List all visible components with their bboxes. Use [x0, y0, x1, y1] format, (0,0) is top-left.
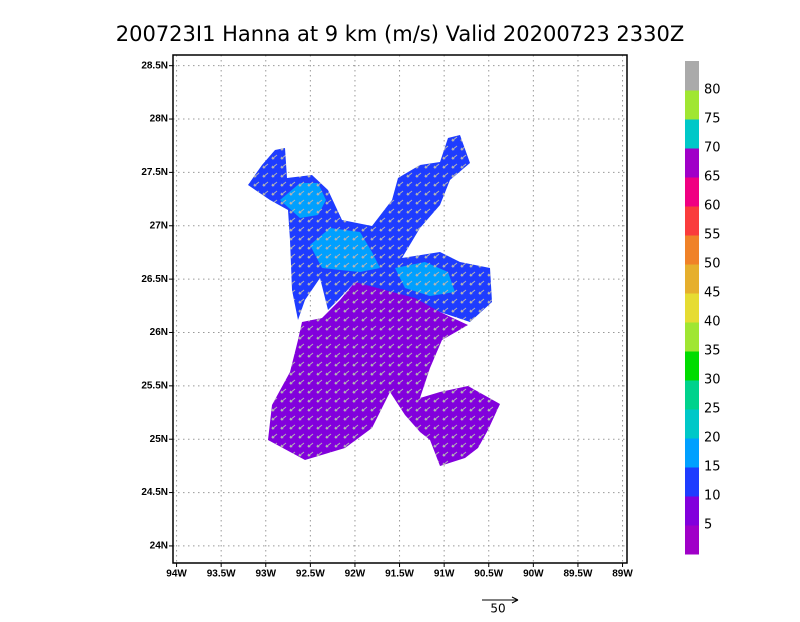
colorbar-segment — [685, 61, 699, 91]
y-tick-label: 27.5N — [141, 167, 168, 178]
colorbar-label: 80 — [704, 83, 721, 98]
x-tick-label: 93W — [255, 569, 276, 580]
colorbar-segment — [685, 438, 699, 468]
y-tick-label: 26N — [150, 327, 168, 338]
colorbar-label: 40 — [704, 315, 721, 330]
colorbar-segment — [685, 177, 699, 207]
y-tick-label: 25N — [150, 434, 168, 445]
wind-arrows — [248, 135, 500, 466]
colorbar-label: 60 — [704, 199, 721, 214]
x-tick-label: 90W — [523, 569, 544, 580]
colorbar-segment — [685, 90, 699, 120]
colorbar-segment — [685, 380, 699, 410]
y-tick-label: 28.5N — [141, 60, 168, 71]
colorbar-label: 30 — [704, 373, 721, 388]
colorbar-label: 45 — [704, 286, 721, 301]
x-tick-label: 91W — [434, 569, 455, 580]
colorbar-segment — [685, 496, 699, 526]
x-tick-label: 89W — [612, 569, 633, 580]
colorbar-label: 25 — [704, 402, 721, 417]
y-tick-label: 27N — [150, 220, 168, 231]
x-tick-label: 94W — [166, 569, 187, 580]
colorbar-segment — [685, 264, 699, 294]
colorbar-label: 5 — [704, 518, 712, 533]
reference-vector-label: 50 — [490, 602, 505, 616]
x-tick-label: 90.5W — [474, 569, 503, 580]
colorbar-label: 75 — [704, 112, 721, 127]
colorbar-segment — [685, 235, 699, 265]
colorbar-segment — [685, 409, 699, 439]
x-tick-label: 91.5W — [385, 569, 414, 580]
colorbar: 5 10 15 20 25 30 35 40 45 50 55 60 65 70 75 80 — [685, 61, 721, 555]
x-tick-label: 92W — [345, 569, 366, 580]
y-tick-label: 26.5N — [141, 274, 168, 285]
y-tick-label: 24N — [150, 541, 168, 552]
y-tick-label: 28N — [150, 114, 168, 125]
title: 200723I1 Hanna at 9 km (m/s) Valid 20200… — [116, 22, 685, 46]
colorbar-segment — [685, 351, 699, 381]
x-tick-label: 93.5W — [207, 569, 236, 580]
colorbar-segment — [685, 322, 699, 352]
colorbar-label: 20 — [704, 431, 721, 446]
x-tick-label: 89.5W — [563, 569, 592, 580]
colorbar-label: 10 — [704, 489, 721, 504]
colorbar-segment — [685, 119, 699, 149]
colorbar-label: 15 — [704, 460, 721, 475]
grid — [173, 55, 627, 563]
colorbar-label: 70 — [704, 141, 721, 156]
colorbar-label: 35 — [704, 344, 721, 359]
y-tick-label: 25.5N — [141, 380, 168, 391]
colorbar-segment — [685, 293, 699, 323]
y-tick-label: 24.5N — [141, 487, 168, 498]
colorbar-segment — [685, 525, 699, 555]
colorbar-segment — [685, 148, 699, 178]
colorbar-segment — [685, 206, 699, 236]
x-tick-label: 92.5W — [296, 569, 325, 580]
colorbar-label: 55 — [704, 228, 721, 243]
colorbar-segment — [685, 467, 699, 497]
reference-vector-head — [511, 596, 519, 604]
colorbar-label: 65 — [704, 170, 721, 185]
colorbar-label: 50 — [704, 257, 721, 272]
